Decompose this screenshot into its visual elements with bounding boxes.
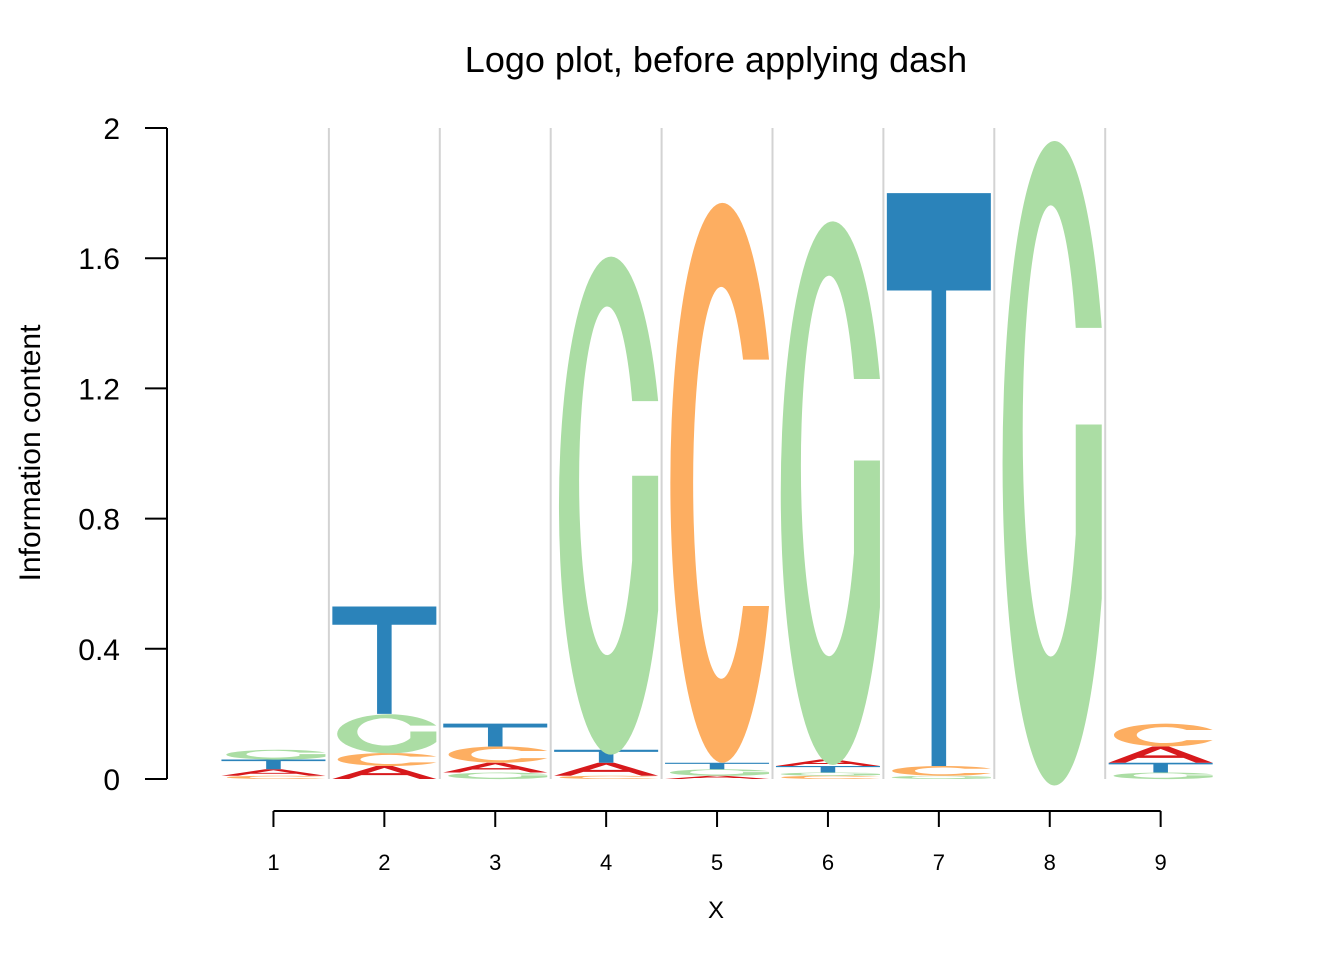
- x-tick-label: 2: [378, 850, 390, 875]
- letter-A-pos-5: [665, 775, 770, 779]
- letter-T-pos-6: [775, 765, 880, 773]
- y-tick-label: 0.8: [78, 504, 120, 537]
- stack-6: [775, 221, 880, 779]
- letter-A-pos-1: [221, 769, 326, 776]
- letter-T-pos-3: [443, 723, 548, 747]
- x-tick-label: 4: [600, 850, 612, 875]
- x-tick-label: 8: [1044, 850, 1056, 875]
- y-axis-label: Information content: [14, 324, 47, 581]
- chart-title: Logo plot, before applying dash: [465, 39, 967, 80]
- letter-G-pos-6: [780, 772, 880, 776]
- y-tick-label: 1.2: [78, 373, 120, 406]
- gridlines: [327, 128, 1107, 779]
- letter-T-pos-7: [886, 193, 991, 766]
- stack-9: [1108, 723, 1213, 780]
- x-tick-label: 5: [711, 850, 723, 875]
- x-tick-label: 3: [489, 850, 501, 875]
- letter-C-pos-3: [448, 746, 548, 763]
- letter-G-pos-4: [558, 256, 659, 755]
- letter-C-pos-7: [892, 765, 991, 776]
- letter-C-pos-4: [559, 775, 659, 779]
- x-tick-label: 1: [267, 850, 279, 875]
- stack-3: [443, 723, 548, 780]
- letter-G-pos-8: [1002, 140, 1102, 786]
- y-tick-label: 2: [103, 113, 120, 146]
- letter-G-pos-3: [448, 772, 548, 780]
- letter-A-pos-9: [1108, 746, 1213, 763]
- letter-T-pos-9: [1108, 762, 1213, 773]
- letter-G-pos-1: [226, 749, 326, 760]
- y-tick-label: 1.6: [78, 243, 120, 276]
- stack-1: [221, 749, 326, 779]
- letter-C-pos-1: [226, 775, 326, 779]
- letter-C-pos-6: [781, 775, 880, 779]
- letter-A-pos-4: [554, 762, 659, 776]
- letter-T-pos-4: [554, 749, 659, 763]
- letter-T-pos-2: [332, 606, 437, 714]
- letter-A-pos-3: [443, 762, 548, 773]
- x-tick-label: 9: [1155, 850, 1167, 875]
- letter-stacks: [221, 140, 1213, 786]
- x-tick-label: 6: [822, 850, 834, 875]
- letter-C-pos-5: [670, 202, 770, 763]
- stack-7: [886, 193, 991, 780]
- y-tick-label: 0.4: [78, 634, 120, 667]
- stack-2: [332, 606, 437, 779]
- letter-G-pos-6: [780, 221, 880, 765]
- letter-G-pos-5: [669, 769, 770, 776]
- x-tick-label: 7: [933, 850, 945, 875]
- letter-G-pos-9: [1113, 772, 1213, 780]
- letter-A-pos-6: [775, 759, 880, 766]
- letter-A-pos-2: [332, 765, 437, 779]
- x-axis-label: X: [708, 897, 724, 924]
- letter-C-pos-2: [337, 752, 437, 766]
- y-tick-label: 0: [103, 764, 120, 797]
- letter-T-pos-1: [221, 759, 326, 770]
- stack-4: [554, 256, 659, 779]
- stack-8: [1002, 140, 1102, 786]
- stack-5: [665, 202, 770, 779]
- letter-T-pos-5: [665, 762, 770, 770]
- y-axis: 0 0.4 0.8 1.2 1.6 2: [78, 113, 168, 797]
- letter-G-pos-2: [337, 714, 437, 754]
- x-axis: 1 2 3 4 5 6 7 8 9: [267, 810, 1167, 875]
- letter-C-pos-9: [1113, 723, 1213, 747]
- letter-G-pos-7: [891, 775, 991, 780]
